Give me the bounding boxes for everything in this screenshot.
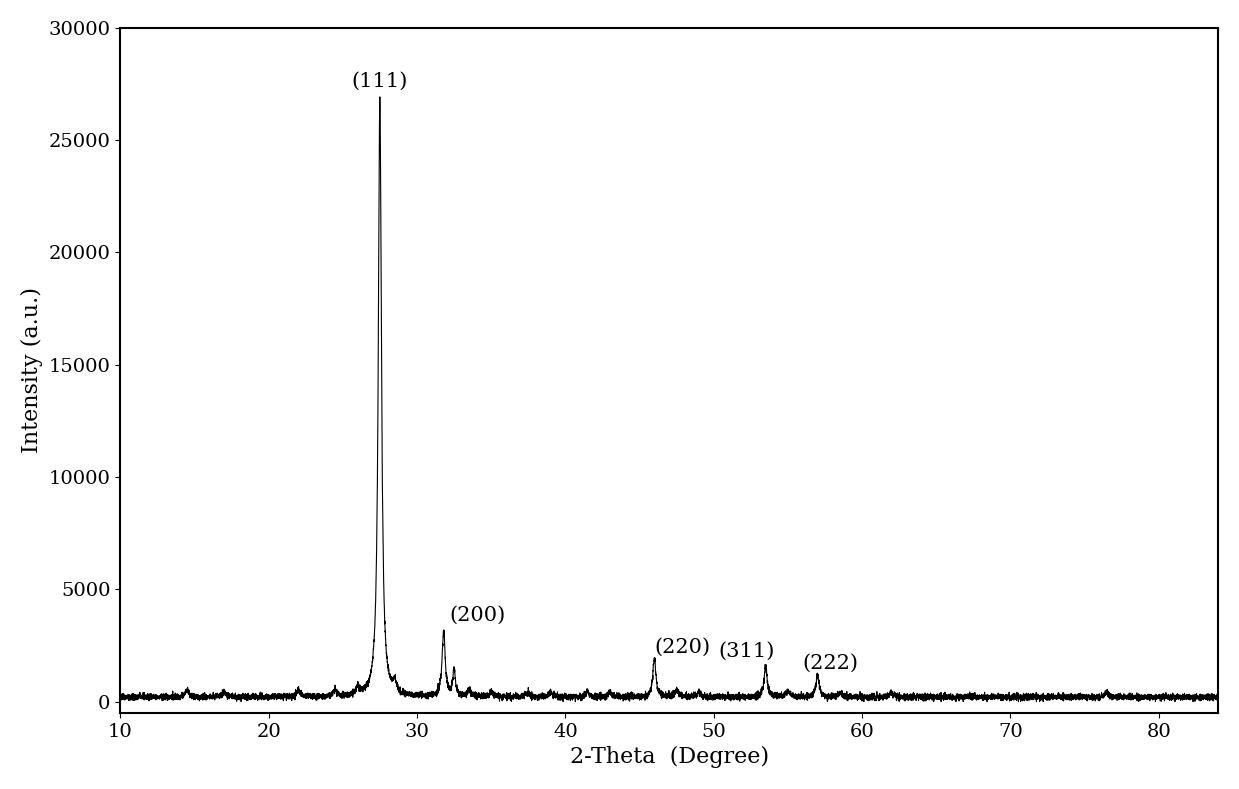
Text: (200): (200) (450, 606, 506, 625)
Text: (220): (220) (654, 638, 710, 656)
Text: (311): (311) (719, 642, 774, 661)
Text: (111): (111) (352, 72, 408, 91)
Y-axis label: Intensity (a.u.): Intensity (a.u.) (21, 287, 43, 454)
Text: (222): (222) (803, 653, 859, 672)
X-axis label: 2-Theta  (Degree): 2-Theta (Degree) (570, 746, 768, 768)
